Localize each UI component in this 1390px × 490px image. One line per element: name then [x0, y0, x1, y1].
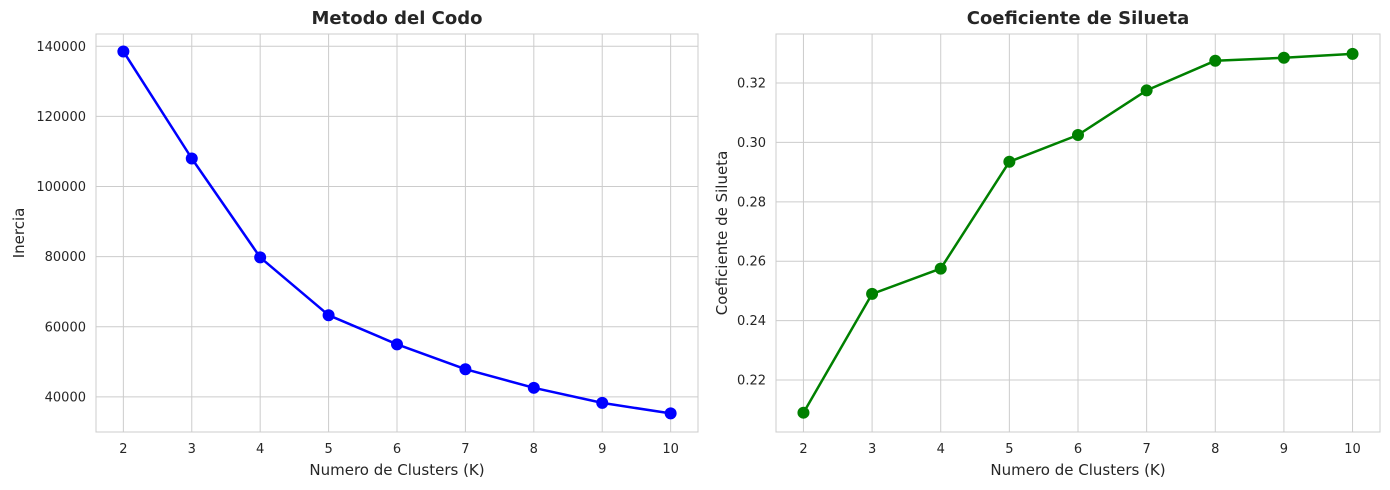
chart-title: Coeficiente de Silueta: [967, 8, 1190, 29]
data-point: [596, 396, 609, 409]
data-point: [1072, 128, 1084, 141]
data-point: [117, 45, 130, 58]
x-tick-label: 5: [1005, 442, 1013, 457]
data-point: [391, 338, 403, 351]
x-tick-label: 9: [1280, 442, 1288, 457]
x-tick-label: 10: [662, 442, 679, 457]
chart-panel-2: 2 3 4 5 6 7 8 9 10 0.22 0.24 0.26 0.28 0.30 0.32 Coefic…: [713, 8, 1381, 479]
x-tick-label: 3: [188, 442, 196, 457]
y-axis-label: Coeficiente de Silueta: [713, 151, 731, 316]
x-tick-label: 2: [799, 442, 807, 457]
y-tick-label: 140000: [36, 40, 86, 55]
x-tick-label: 2: [119, 442, 127, 457]
data-point: [797, 406, 810, 419]
y-tick-label: 0.24: [737, 314, 766, 329]
x-tick-label: 10: [1344, 442, 1361, 457]
y-tick-label: 0.28: [737, 195, 766, 210]
chart-panel-1: 2 3 4 5 6 7 8 9 10 40000 60000 80000 100000 120000 140…: [10, 8, 699, 479]
y-tick-label: 80000: [45, 250, 86, 265]
x-tick-label: 5: [324, 442, 332, 457]
chart-title: Metodo del Codo: [312, 8, 483, 29]
data-point: [459, 363, 472, 376]
y-tick-label: 40000: [45, 390, 86, 405]
x-tick-label: 6: [393, 442, 401, 457]
x-tick-label: 6: [1074, 442, 1082, 457]
x-tick-label: 4: [256, 442, 264, 457]
data-point: [1003, 155, 1016, 168]
data-point: [1346, 47, 1359, 60]
y-axis-label: Inercia: [10, 208, 28, 259]
y-tick-label: 0.30: [737, 136, 766, 151]
data-point: [1277, 51, 1290, 64]
y-tick-label: 0.26: [737, 255, 766, 270]
y-tick-label: 60000: [45, 320, 86, 335]
x-tick-label: 7: [1142, 442, 1150, 457]
y-tick-label: 0.32: [737, 77, 766, 92]
data-point: [254, 251, 267, 264]
x-tick-label: 8: [530, 442, 538, 457]
x-tick-label: 9: [598, 442, 606, 457]
plot-frame: [775, 33, 1381, 433]
x-tick-label: 3: [868, 442, 876, 457]
x-tick-label: 7: [461, 442, 469, 457]
data-point: [664, 407, 677, 420]
y-tick-label: 0.22: [737, 374, 766, 389]
data-point: [866, 287, 879, 300]
y-tick-label: 120000: [36, 110, 86, 125]
plot-frame: [95, 33, 699, 433]
data-point: [322, 309, 335, 322]
x-tick-label: 8: [1211, 442, 1219, 457]
y-tick-label: 100000: [36, 180, 86, 195]
data-point: [934, 262, 947, 275]
x-axis-label: Numero de Clusters (K): [990, 461, 1165, 479]
data-point: [185, 152, 198, 165]
data-point: [1140, 84, 1153, 97]
data-point: [527, 381, 540, 394]
x-tick-label: 4: [937, 442, 945, 457]
x-axis-label: Numero de Clusters (K): [309, 461, 484, 479]
data-point: [1209, 54, 1222, 67]
